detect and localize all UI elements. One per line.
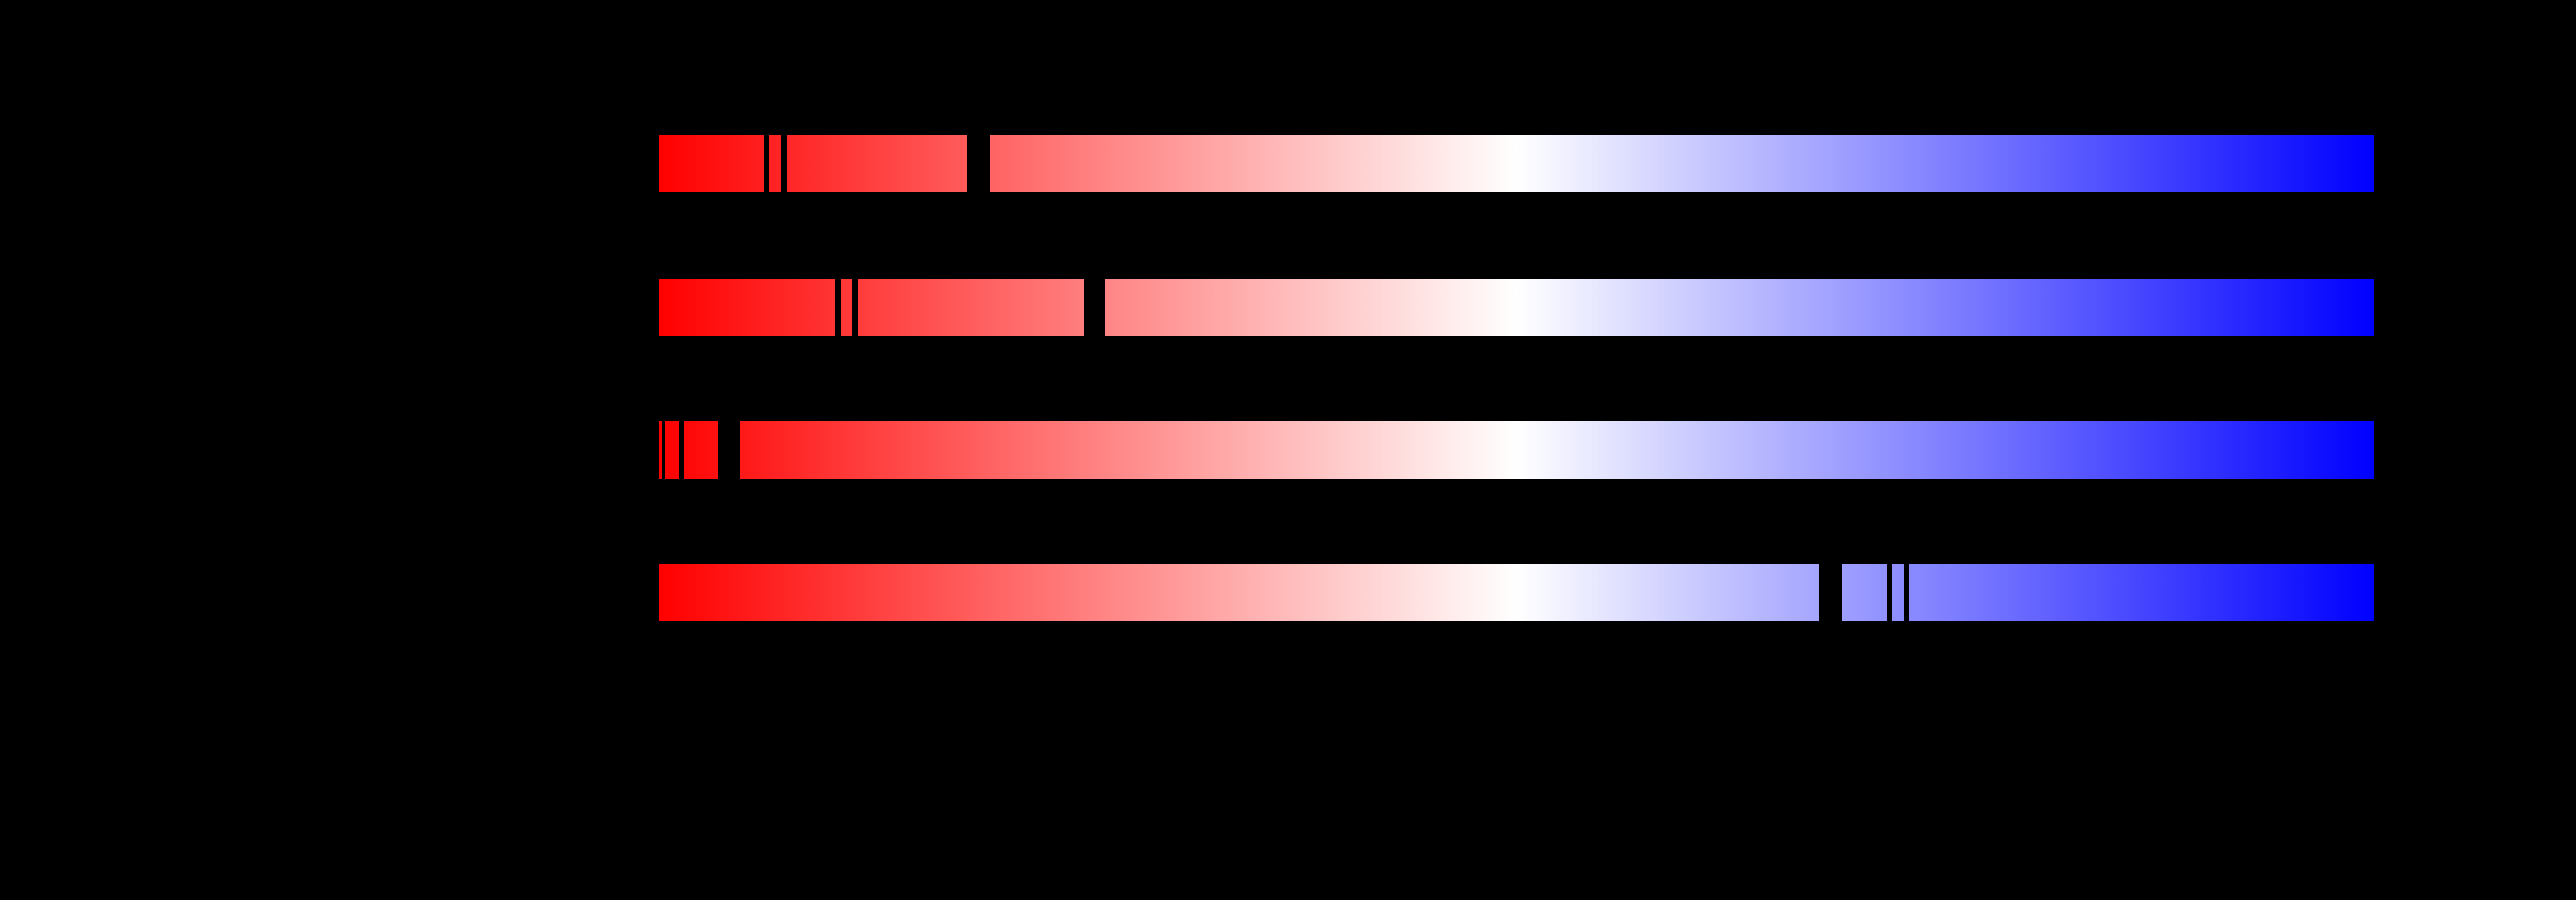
marker-tick-wide — [718, 421, 740, 479]
marker-tick-thin — [764, 135, 769, 192]
gradient-bar-2 — [659, 279, 2374, 336]
marker-tick-thin — [662, 421, 665, 479]
gradient-bar-4 — [659, 564, 2374, 621]
marker-tick-wide — [1819, 564, 1842, 621]
marker-tick-thin — [852, 279, 858, 336]
marker-tick-thin — [835, 279, 841, 336]
marker-tick-thin — [781, 135, 787, 192]
gradient-bar-1 — [659, 135, 2374, 192]
gradient-bar-3 — [659, 421, 2374, 479]
marker-tick-thin — [1887, 564, 1892, 621]
marker-tick-wide — [967, 135, 990, 192]
marker-tick-wide — [1084, 279, 1105, 336]
marker-tick-thin — [679, 421, 684, 479]
marker-tick-thin — [1904, 564, 1909, 621]
